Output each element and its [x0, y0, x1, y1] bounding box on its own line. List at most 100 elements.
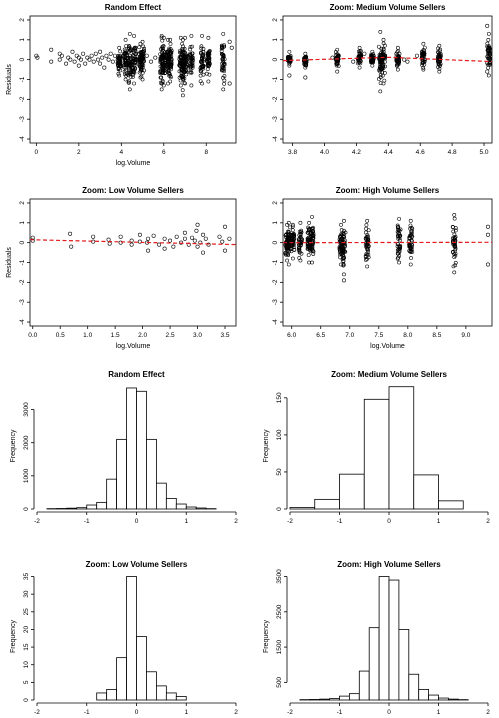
chart-panel-5: Random Effect -2 -1 0 1 2 0 1000 2000 3000 Frequen…	[10, 370, 238, 525]
histogram-bar	[358, 670, 370, 701]
data-point	[198, 240, 203, 245]
data-point	[298, 240, 303, 244]
residual-column	[450, 212, 458, 275]
data-point	[169, 75, 173, 80]
chart-title: Zoom: Medium Volume Sellers	[330, 3, 446, 12]
data-point	[381, 50, 386, 54]
y-tick-label: 2500	[276, 604, 283, 619]
y-tick-label: 1500	[276, 639, 283, 654]
residual-column	[395, 216, 403, 265]
data-point	[364, 223, 369, 227]
data-point	[157, 242, 162, 247]
data-point	[299, 236, 304, 241]
data-point	[285, 258, 289, 263]
data-point	[339, 262, 343, 267]
data-point	[287, 63, 292, 68]
data-point	[339, 232, 344, 236]
data-point	[297, 245, 302, 250]
residual-column	[198, 33, 206, 86]
x-axis-label: log.Volume	[116, 160, 151, 167]
data-point	[227, 236, 232, 241]
histogram-bar	[146, 438, 157, 510]
data-point	[227, 39, 232, 44]
data-point	[182, 80, 187, 85]
data-point	[168, 37, 173, 42]
data-point	[49, 47, 54, 52]
data-point	[371, 53, 376, 58]
data-point	[437, 60, 442, 65]
data-point	[485, 262, 490, 267]
data-point	[89, 53, 94, 58]
data-point	[206, 52, 211, 57]
chart-title: Zoom: Low Volume Sellers	[86, 560, 188, 569]
data-point	[289, 232, 294, 237]
histogram-bar	[116, 657, 127, 701]
x-axis-label: log.Volume	[116, 343, 151, 350]
data-point	[129, 238, 134, 243]
data-point	[161, 83, 166, 88]
x-axis-label: log.Volume	[370, 343, 405, 350]
x-tick-label: 6.5	[316, 332, 325, 339]
data-point	[195, 222, 200, 227]
data-point	[190, 61, 195, 65]
data-point	[339, 228, 344, 232]
histogram-bar	[378, 576, 390, 701]
data-point	[341, 263, 346, 267]
y-tick-label: -4	[272, 136, 279, 142]
histogram-bar	[309, 699, 321, 701]
residual-column	[115, 45, 123, 78]
data-point	[57, 51, 62, 56]
data-point	[118, 49, 123, 54]
data-point	[409, 229, 413, 234]
plot-area	[283, 23, 492, 94]
data-point	[87, 57, 92, 62]
y-tick-label: 2	[19, 18, 26, 22]
data-point	[397, 234, 402, 239]
data-point	[183, 53, 188, 58]
data-point	[310, 214, 314, 219]
data-point	[159, 87, 164, 92]
data-point	[366, 237, 371, 242]
data-point	[168, 47, 173, 51]
data-point	[221, 64, 226, 68]
data-point	[452, 232, 457, 237]
data-point	[486, 73, 491, 78]
data-point	[396, 225, 400, 230]
data-point	[174, 234, 179, 239]
plot-frame	[282, 15, 493, 144]
data-point	[486, 31, 491, 36]
residual-column	[420, 41, 427, 72]
data-point	[363, 230, 368, 235]
data-point	[117, 58, 122, 63]
data-point	[138, 75, 143, 80]
data-point	[201, 250, 206, 255]
y-tick-label: -4	[272, 319, 279, 325]
data-point	[205, 56, 209, 61]
data-point	[410, 239, 414, 244]
data-point	[76, 63, 81, 68]
data-point	[285, 222, 289, 227]
data-point	[160, 46, 165, 51]
data-point	[305, 245, 310, 249]
data-point	[365, 242, 370, 247]
y-tick-label: -2	[19, 279, 26, 285]
data-point	[377, 66, 382, 71]
data-point	[362, 51, 367, 56]
residual-column	[166, 37, 174, 84]
y-axis-label: Frequency	[10, 619, 17, 653]
x-tick-label: 5.0	[479, 149, 488, 156]
x-tick-label: -2	[34, 709, 40, 716]
residual-column	[301, 51, 309, 70]
data-point	[405, 59, 410, 64]
residual-column	[485, 31, 492, 78]
histogram-bar	[368, 627, 380, 701]
data-point	[222, 44, 226, 49]
x-tick-label: 4.6	[416, 149, 425, 156]
chart-title: Zoom: Low Volume Sellers	[82, 186, 184, 195]
y-tick-label: -1	[272, 76, 279, 82]
data-point	[410, 245, 414, 249]
data-point	[183, 51, 188, 55]
data-point	[303, 65, 308, 70]
data-point	[396, 231, 401, 235]
data-point	[129, 47, 133, 52]
